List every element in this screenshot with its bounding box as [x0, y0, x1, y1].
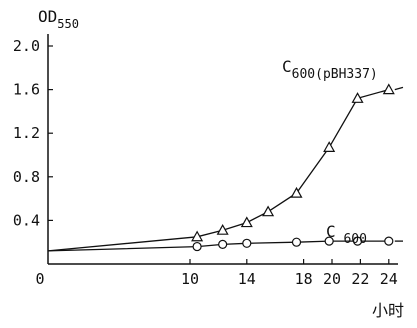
- data-point-circle: [384, 236, 394, 246]
- series-label-c600: C 600: [326, 222, 367, 247]
- axes: [47, 34, 398, 265]
- series-label-c600-pbh337: C600(pBH337): [282, 57, 378, 82]
- y-axis-title-main: OD: [38, 7, 57, 26]
- x-tick-label: 14: [238, 270, 256, 288]
- data-point-circle: [218, 239, 228, 249]
- y-axis-title: OD550: [38, 7, 79, 31]
- data-point-triangle: [191, 230, 204, 242]
- y-tick-label: 2.0: [13, 37, 40, 55]
- tick-marks: [48, 45, 390, 264]
- x-tick-label: 24: [380, 270, 398, 288]
- x-tick-label: 0: [35, 270, 44, 288]
- x-axis-title: 小时: [372, 301, 404, 320]
- data-markers: [191, 83, 395, 252]
- data-point-circle: [192, 241, 202, 252]
- y-tick-label: 0.8: [13, 168, 40, 186]
- series-label-c600-sub: 600: [336, 232, 367, 247]
- x-tick-label: 20: [323, 270, 341, 288]
- data-point-triangle: [351, 92, 364, 103]
- series-label-c600-pbh337-main: C: [282, 57, 292, 76]
- data-point-circle: [324, 236, 334, 246]
- series-label-c600-main: C: [326, 222, 336, 241]
- series-line-tail-0: [394, 86, 404, 91]
- data-point-triangle: [240, 216, 253, 228]
- y-tick-label: 1.6: [13, 81, 40, 99]
- data-point-triangle: [323, 141, 336, 152]
- data-point-circle: [352, 236, 363, 246]
- x-tick-label: 10: [181, 270, 199, 288]
- data-point-triangle: [262, 205, 275, 217]
- data-point-circle: [291, 237, 302, 247]
- series-line-0: [47, 88, 389, 252]
- x-tick-label: 18: [295, 270, 313, 288]
- y-tick-label: 0.4: [13, 211, 40, 229]
- series-label-c600-pbh337-sub: 600(pBH337): [292, 67, 378, 82]
- data-point-triangle: [290, 186, 303, 198]
- x-tick-label: 22: [351, 270, 369, 288]
- data-point-triangle: [382, 83, 395, 95]
- data-point-triangle: [216, 223, 229, 235]
- data-point-circle: [242, 238, 252, 248]
- series-lines: [47, 86, 404, 252]
- y-tick-label: 1.2: [13, 124, 40, 142]
- y-axis-title-sub: 550: [57, 17, 79, 31]
